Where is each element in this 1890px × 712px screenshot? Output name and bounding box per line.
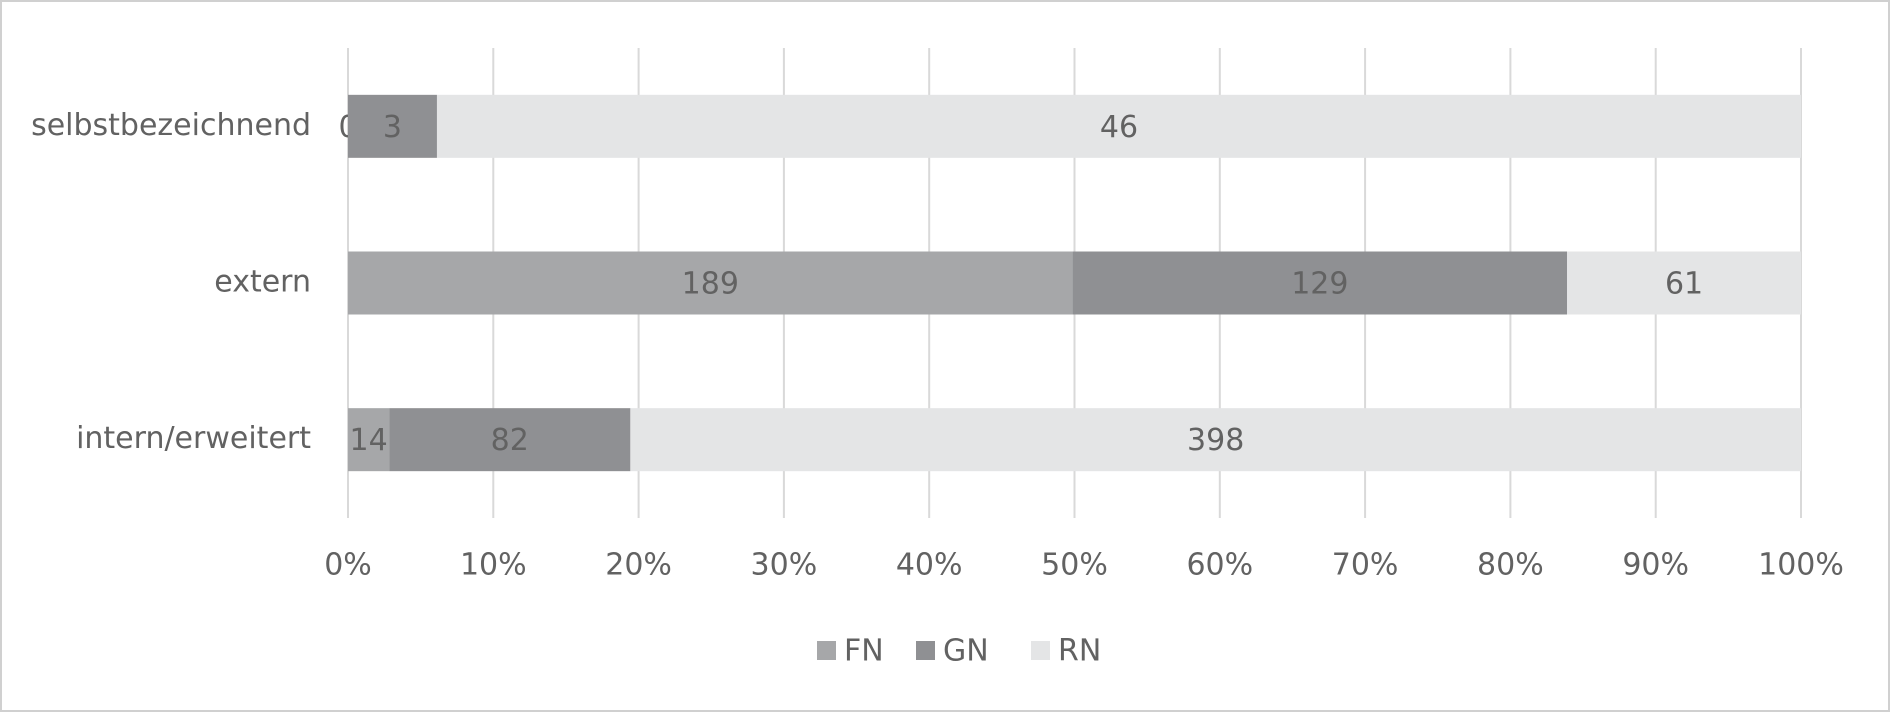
bar-segment — [436, 94, 1801, 158]
bar-segment — [1567, 251, 1801, 315]
data-label: 3 — [383, 110, 402, 145]
data-label: 398 — [1187, 423, 1244, 458]
data-label: 129 — [1291, 267, 1348, 302]
legend-swatch — [916, 641, 935, 660]
data-label: 189 — [682, 267, 739, 302]
bar-segment — [348, 408, 390, 472]
x-tick-label: 80% — [1477, 548, 1544, 583]
data-label: 82 — [491, 423, 529, 458]
data-label: 14 — [349, 423, 387, 458]
legend-swatch — [817, 641, 836, 660]
data-label: 61 — [1665, 267, 1703, 302]
bar-segment — [1072, 251, 1568, 315]
legend-label: FN — [844, 634, 884, 669]
data-label: 46 — [1100, 110, 1138, 145]
x-tick-label: 60% — [1186, 548, 1253, 583]
x-tick-label: 20% — [605, 548, 672, 583]
x-tick-label: 0% — [324, 548, 372, 583]
y-tick-label: extern — [214, 265, 311, 300]
x-tick-label: 40% — [896, 548, 963, 583]
x-tick-label: 100% — [1758, 548, 1844, 583]
x-tick-label: 30% — [751, 548, 818, 583]
bar-segment — [630, 408, 1801, 472]
x-tick-label: 90% — [1622, 548, 1689, 583]
bar-segment — [348, 94, 437, 158]
x-tick-label: 70% — [1332, 548, 1399, 583]
y-tick-label: intern/erweitert — [76, 421, 311, 456]
y-tick-label: selbstbezeichnend — [31, 108, 311, 143]
x-tick-label: 10% — [460, 548, 527, 583]
legend-label: GN — [943, 634, 989, 669]
legend-label: RN — [1058, 634, 1101, 669]
bar-segment — [348, 251, 1073, 315]
x-tick-label: 50% — [1041, 548, 1108, 583]
bar-segment — [389, 408, 631, 472]
legend-swatch — [1031, 641, 1050, 660]
